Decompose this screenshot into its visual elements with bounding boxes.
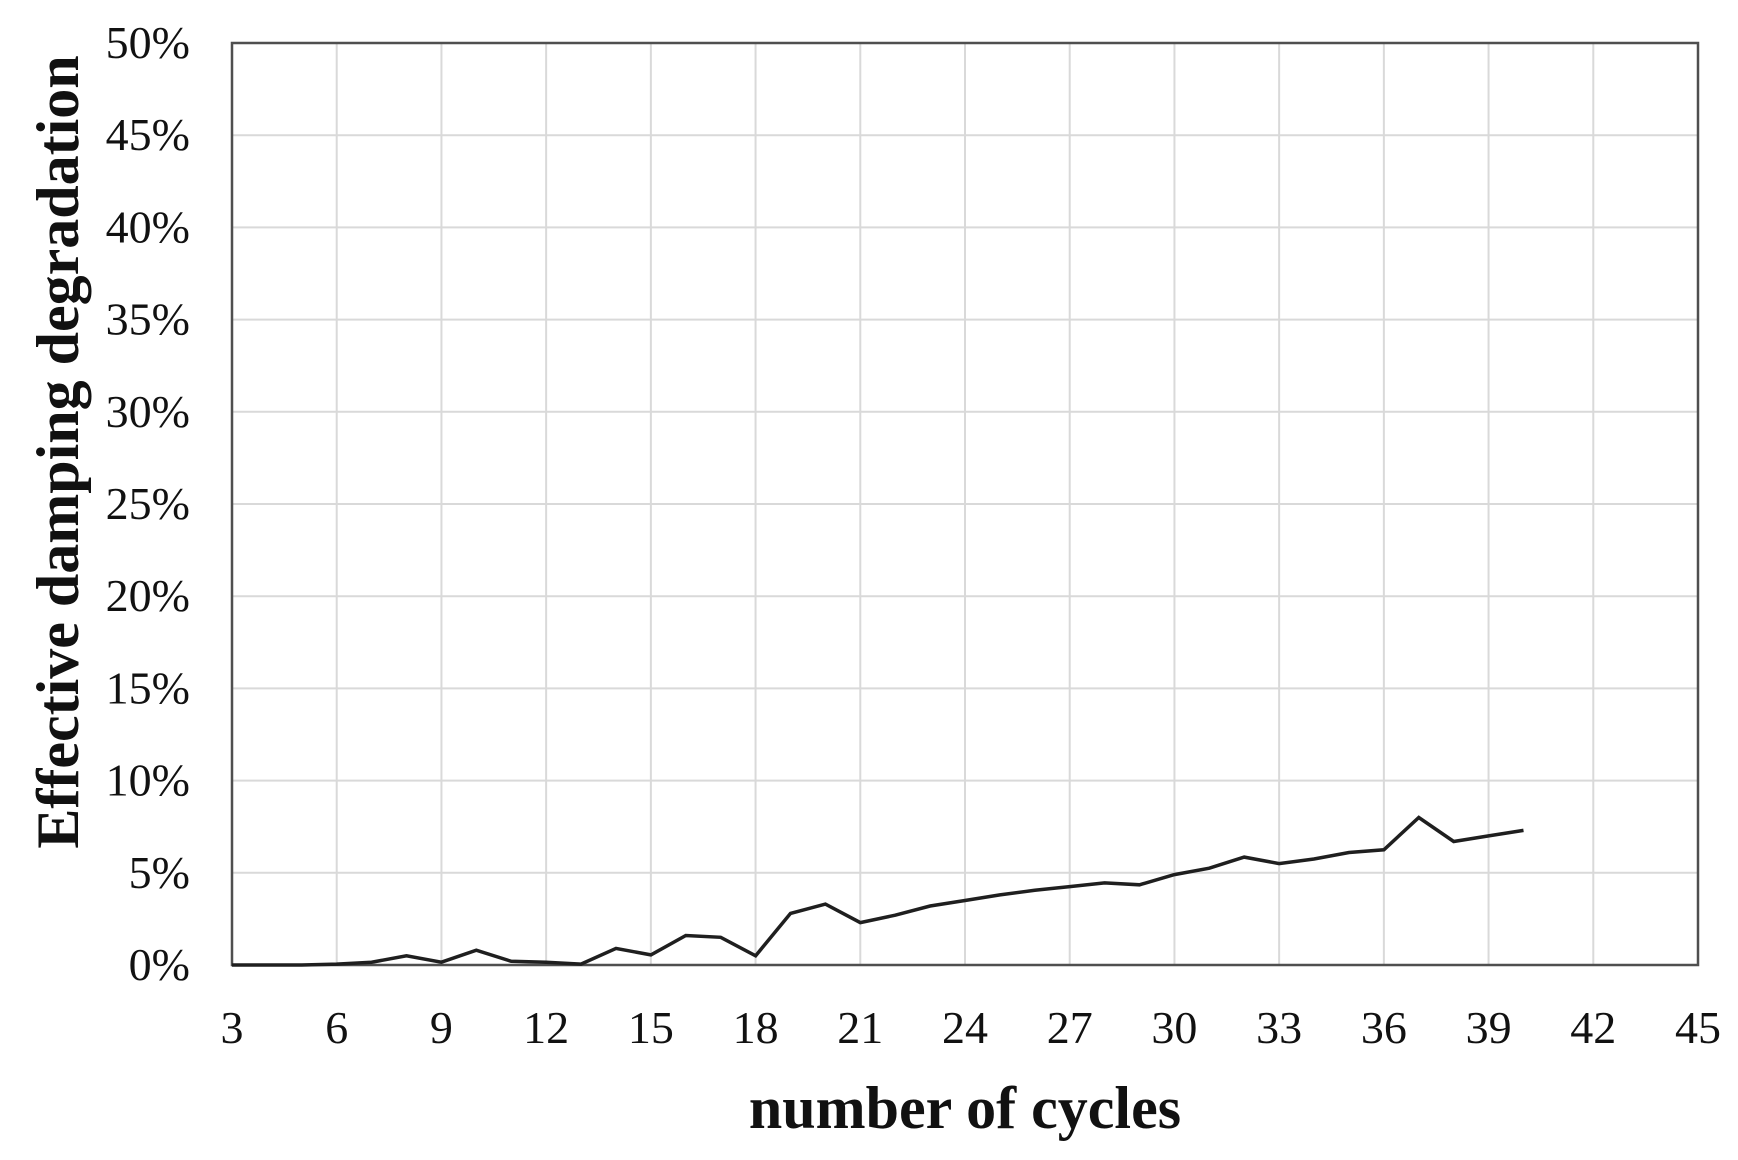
- x-tick-label: 27: [1047, 1002, 1093, 1053]
- x-tick-label: 30: [1151, 1002, 1197, 1053]
- x-tick-label: 45: [1675, 1002, 1721, 1053]
- x-tick-label: 36: [1361, 1002, 1407, 1053]
- y-tick-label: 45%: [106, 109, 190, 160]
- x-tick-label: 9: [430, 1002, 453, 1053]
- y-tick-label: 30%: [106, 386, 190, 437]
- y-tick-label: 5%: [129, 847, 190, 898]
- gridlines: [232, 43, 1698, 965]
- x-tick-label: 3: [221, 1002, 244, 1053]
- data-line-series: [232, 815, 1524, 967]
- y-tick-label: 20%: [106, 570, 190, 621]
- x-axis-tick-labels: 3 6 9 12 15 18 21 24 27 30 33 36 39 42 45: [221, 1002, 1722, 1053]
- y-tick-label: 10%: [106, 755, 190, 806]
- x-tick-label: 12: [523, 1002, 569, 1053]
- x-tick-label: 39: [1466, 1002, 1512, 1053]
- x-axis-title: number of cycles: [749, 1075, 1181, 1141]
- y-tick-label: 50%: [106, 17, 190, 68]
- y-tick-label: 25%: [106, 478, 190, 529]
- y-tick-label: 40%: [106, 201, 190, 252]
- y-axis-tick-labels: 0% 5% 10% 15% 20% 25% 30% 35% 40% 45% 50%: [106, 17, 190, 990]
- x-tick-label: 21: [837, 1002, 883, 1053]
- x-tick-label: 33: [1256, 1002, 1302, 1053]
- x-tick-label: 18: [733, 1002, 779, 1053]
- x-tick-label: 24: [942, 1002, 988, 1053]
- x-tick-label: 6: [325, 1002, 348, 1053]
- plot-area-border: [230, 41, 1700, 967]
- y-axis-title: Effective damping degradation: [25, 55, 91, 848]
- x-tick-label: 15: [628, 1002, 674, 1053]
- y-tick-label: 0%: [129, 939, 190, 990]
- x-tick-label: 42: [1570, 1002, 1616, 1053]
- y-tick-label: 35%: [106, 294, 190, 345]
- y-tick-label: 15%: [106, 662, 190, 713]
